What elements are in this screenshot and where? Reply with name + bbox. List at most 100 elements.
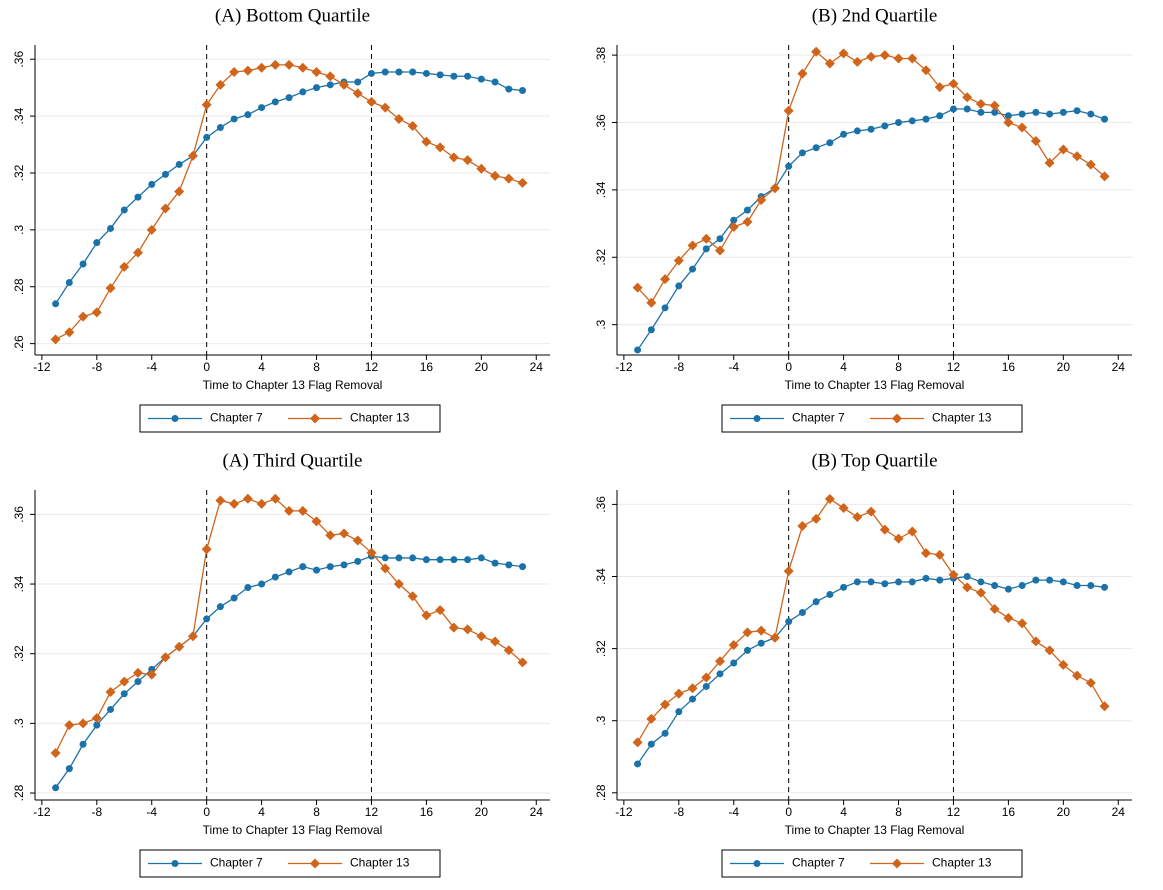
marker (134, 193, 142, 201)
marker (436, 556, 444, 564)
series-line (55, 64, 523, 340)
marker (922, 574, 930, 582)
marker (381, 68, 389, 76)
marker (174, 641, 185, 652)
marker (258, 104, 266, 112)
marker (91, 307, 102, 318)
marker (284, 505, 295, 516)
legend-label: Chapter 13 (932, 411, 992, 425)
chart-title: (A) Third Quartile (223, 450, 363, 471)
legend-label: Chapter 7 (792, 856, 845, 870)
marker (852, 56, 863, 67)
y-tick-label: .3 (594, 715, 608, 725)
marker (1087, 582, 1095, 590)
marker (879, 524, 890, 535)
marker (161, 170, 169, 178)
marker (991, 582, 999, 590)
marker (326, 81, 334, 89)
marker (661, 304, 669, 312)
marker (171, 415, 179, 422)
marker (934, 549, 945, 560)
marker (673, 688, 684, 699)
marker (826, 591, 834, 599)
marker (1032, 576, 1040, 584)
marker (78, 718, 89, 729)
marker (701, 233, 712, 244)
marker (1072, 151, 1083, 162)
marker (715, 656, 725, 667)
marker (476, 631, 487, 642)
legend: Chapter 7 Chapter 13 (139, 404, 441, 433)
marker (675, 708, 683, 716)
x-tick-label: 0 (203, 360, 210, 374)
y-tick-label: .34 (594, 568, 608, 585)
marker (753, 860, 761, 867)
marker (977, 578, 985, 586)
marker (380, 563, 391, 574)
x-tick-label: 12 (365, 805, 379, 819)
marker (64, 720, 75, 731)
marker (660, 699, 671, 710)
marker (977, 108, 985, 116)
marker (728, 221, 739, 232)
marker (393, 579, 404, 590)
marker (216, 123, 224, 131)
marker (1058, 659, 1069, 670)
marker (963, 573, 971, 581)
marker (1085, 677, 1096, 688)
marker (462, 624, 473, 635)
marker (160, 203, 171, 214)
marker (769, 183, 780, 194)
marker (647, 740, 655, 748)
marker (661, 729, 669, 737)
marker (93, 721, 101, 729)
legend: Chapter 7 Chapter 13 (139, 849, 441, 878)
marker (989, 603, 1000, 614)
marker (1044, 645, 1055, 656)
x-tick-label: -4 (728, 360, 739, 374)
marker (146, 669, 157, 680)
marker (230, 594, 238, 602)
marker (1087, 110, 1095, 118)
marker (107, 705, 115, 713)
marker (1072, 670, 1083, 681)
x-tick-label: 12 (947, 360, 961, 374)
marker (381, 554, 389, 562)
marker (634, 346, 642, 354)
marker (79, 740, 87, 748)
marker (838, 48, 849, 59)
marker (687, 240, 698, 251)
marker (1046, 576, 1054, 584)
series-line (637, 50, 1105, 304)
x-axis-label: Time to Chapter 13 Flag Removal (785, 378, 965, 392)
marker (503, 173, 514, 184)
marker (326, 563, 334, 571)
x-axis-label: Time to Chapter 13 Flag Removal (203, 378, 383, 392)
marker (647, 326, 655, 334)
marker (201, 544, 212, 555)
marker (174, 186, 185, 197)
chart-title: (B) 2nd Quartile (812, 5, 938, 26)
marker (491, 559, 499, 567)
x-tick-label: 0 (785, 360, 792, 374)
x-tick-label: 8 (313, 805, 320, 819)
marker (962, 582, 973, 593)
marker (146, 224, 157, 235)
x-tick-label: 0 (203, 805, 210, 819)
series-line (637, 498, 1106, 743)
series-line (637, 575, 1105, 765)
x-tick-label: -8 (91, 360, 102, 374)
marker (119, 261, 130, 272)
marker (134, 678, 142, 686)
marker (867, 578, 875, 586)
marker (421, 136, 432, 147)
x-axis-label: Time to Chapter 13 Flag Removal (785, 823, 965, 837)
marker (271, 98, 279, 106)
x-tick-label: 8 (313, 360, 320, 374)
marker (477, 75, 485, 83)
marker (892, 413, 902, 424)
x-tick-label: 24 (1112, 360, 1126, 374)
x-tick-label: -12 (33, 360, 51, 374)
marker (340, 561, 348, 569)
